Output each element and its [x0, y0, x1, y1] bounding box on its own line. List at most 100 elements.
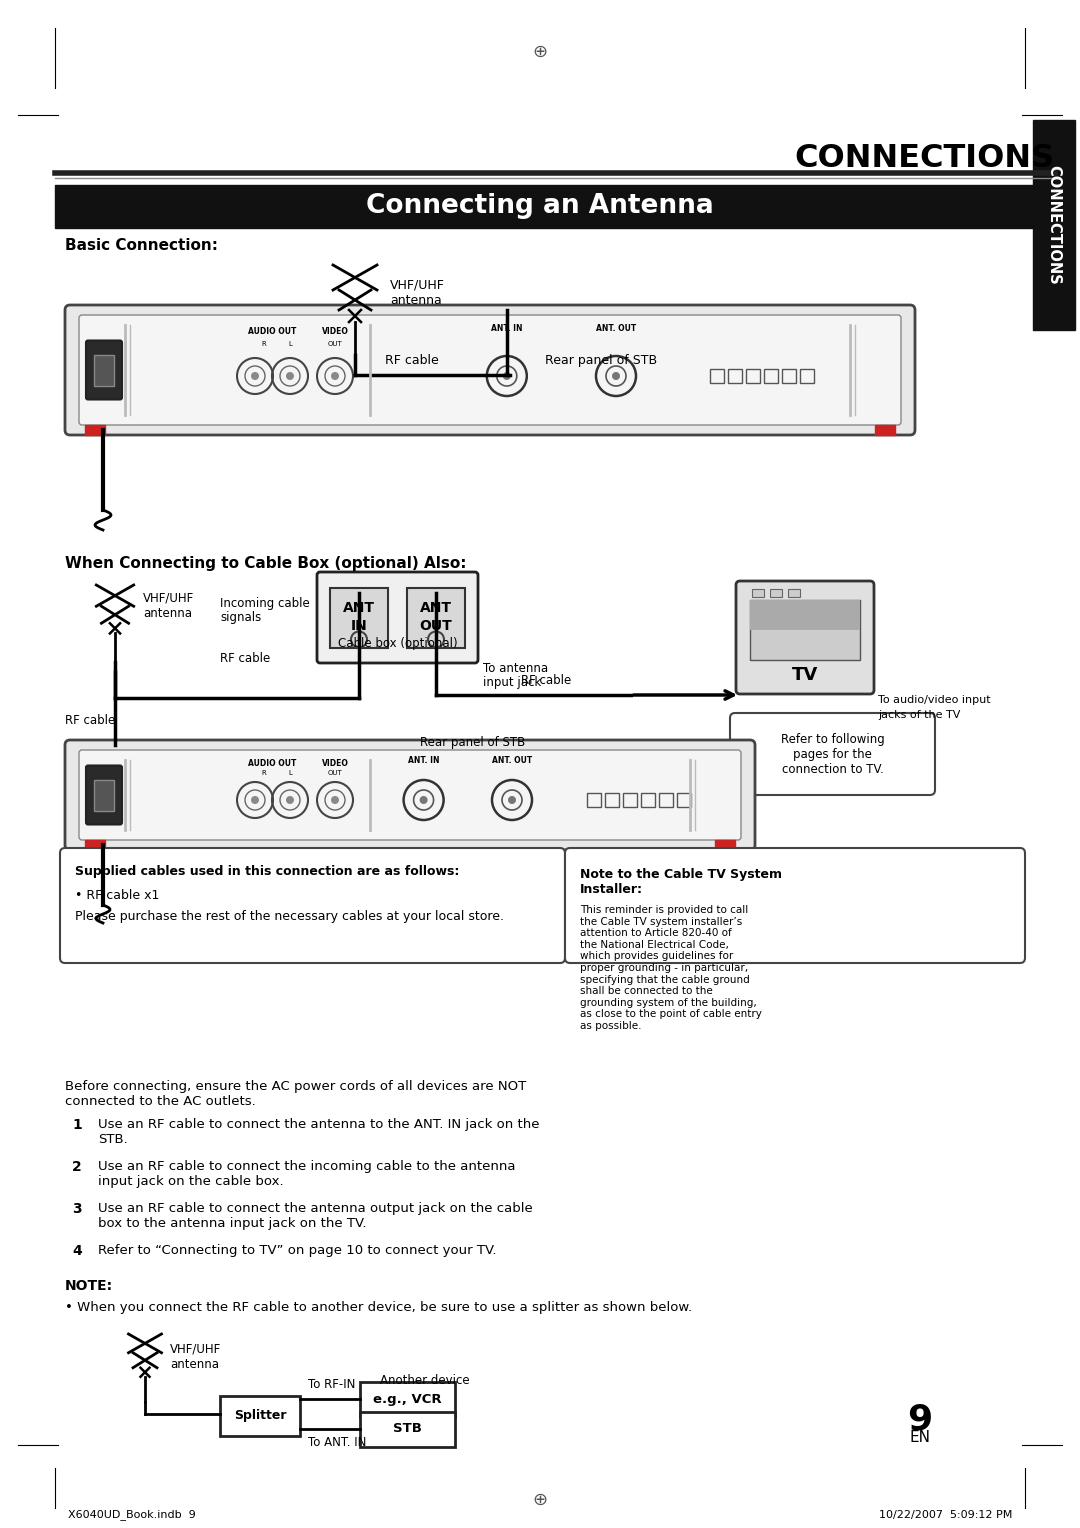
- Text: antenna: antenna: [170, 1357, 219, 1371]
- Text: e.g., VCR: e.g., VCR: [374, 1392, 442, 1406]
- Text: To ANT. IN: To ANT. IN: [308, 1436, 366, 1449]
- Circle shape: [330, 796, 339, 804]
- Bar: [622, 793, 636, 807]
- Bar: [750, 601, 860, 630]
- Text: AUDIO OUT: AUDIO OUT: [247, 327, 296, 336]
- Text: Refer to “Connecting to TV” on page 10 to connect your TV.: Refer to “Connecting to TV” on page 10 t…: [98, 1244, 497, 1258]
- Text: ANT. IN: ANT. IN: [408, 755, 440, 764]
- Circle shape: [503, 371, 511, 380]
- Bar: [220, 1395, 300, 1435]
- Bar: [788, 588, 800, 597]
- Text: Basic Connection:: Basic Connection:: [65, 237, 218, 252]
- Circle shape: [330, 371, 339, 380]
- Text: L: L: [288, 341, 292, 347]
- Text: R: R: [261, 770, 267, 776]
- Circle shape: [286, 796, 294, 804]
- Text: VHF/UHF: VHF/UHF: [170, 1343, 221, 1355]
- Text: Supplied cables used in this connection are as follows:: Supplied cables used in this connection …: [75, 865, 459, 877]
- FancyBboxPatch shape: [735, 581, 874, 694]
- FancyBboxPatch shape: [65, 740, 755, 850]
- Text: signals: signals: [220, 611, 261, 623]
- Text: VIDEO: VIDEO: [322, 758, 349, 767]
- Text: Before connecting, ensure the AC power cords of all devices are NOT
connected to: Before connecting, ensure the AC power c…: [65, 1080, 526, 1108]
- Bar: [659, 793, 673, 807]
- Circle shape: [251, 796, 259, 804]
- Text: CONNECTIONS: CONNECTIONS: [1047, 165, 1062, 284]
- Text: To RF-IN: To RF-IN: [308, 1378, 355, 1390]
- Text: Rear panel of STB: Rear panel of STB: [545, 353, 657, 367]
- Text: 1: 1: [72, 1118, 82, 1132]
- Text: 2: 2: [72, 1160, 82, 1174]
- Text: • RF cable x1: • RF cable x1: [75, 888, 160, 902]
- Text: Another device: Another device: [380, 1374, 470, 1387]
- Bar: [800, 368, 814, 384]
- Bar: [764, 368, 778, 384]
- Text: Use an RF cable to connect the antenna to the ANT. IN jack on the
STB.: Use an RF cable to connect the antenna t…: [98, 1118, 540, 1146]
- Text: L: L: [288, 770, 292, 776]
- Text: ⊕: ⊕: [532, 43, 548, 61]
- Bar: [55, 185, 1050, 228]
- Text: To audio/video input: To audio/video input: [878, 695, 990, 704]
- Bar: [782, 368, 796, 384]
- Bar: [752, 588, 764, 597]
- Text: ANT: ANT: [420, 601, 453, 614]
- Bar: [586, 793, 600, 807]
- Bar: [728, 368, 742, 384]
- Text: Incoming cable: Incoming cable: [220, 596, 310, 610]
- Text: IN: IN: [351, 619, 367, 633]
- Text: OUT: OUT: [420, 619, 453, 633]
- Text: ⊕: ⊕: [532, 1491, 548, 1510]
- Text: antenna: antenna: [143, 607, 192, 619]
- Text: EN: EN: [909, 1430, 931, 1445]
- Text: R: R: [261, 341, 267, 347]
- Text: VHF/UHF: VHF/UHF: [390, 278, 445, 292]
- Text: Cable box (optional): Cable box (optional): [338, 637, 457, 649]
- Text: ANT. OUT: ANT. OUT: [491, 755, 532, 764]
- Bar: [605, 793, 619, 807]
- Text: VIDEO: VIDEO: [322, 327, 349, 336]
- Bar: [875, 425, 895, 435]
- FancyBboxPatch shape: [60, 848, 565, 963]
- Bar: [85, 425, 105, 435]
- FancyBboxPatch shape: [65, 306, 915, 435]
- Bar: [407, 587, 465, 648]
- Text: 9: 9: [907, 1403, 933, 1436]
- Text: AUDIO OUT: AUDIO OUT: [247, 758, 296, 767]
- Text: RF cable: RF cable: [220, 651, 270, 665]
- Text: RF cable: RF cable: [521, 674, 571, 686]
- FancyBboxPatch shape: [730, 714, 935, 795]
- Text: 4: 4: [72, 1244, 82, 1258]
- Text: 3: 3: [72, 1203, 82, 1216]
- Text: antenna: antenna: [390, 293, 442, 307]
- Text: Connecting an Antenna: Connecting an Antenna: [366, 193, 714, 219]
- Text: When Connecting to Cable Box (optional) Also:: When Connecting to Cable Box (optional) …: [65, 556, 467, 570]
- Bar: [746, 368, 760, 384]
- Text: Use an RF cable to connect the antenna output jack on the cable
box to the anten: Use an RF cable to connect the antenna o…: [98, 1203, 532, 1230]
- Bar: [94, 354, 114, 385]
- FancyBboxPatch shape: [86, 341, 122, 399]
- Text: OUT: OUT: [327, 770, 342, 776]
- Bar: [676, 793, 690, 807]
- Bar: [770, 588, 782, 597]
- Circle shape: [612, 371, 620, 380]
- Bar: [640, 793, 654, 807]
- Text: RF cable: RF cable: [384, 353, 438, 367]
- FancyBboxPatch shape: [565, 848, 1025, 963]
- Text: NOTE:: NOTE:: [65, 1279, 113, 1293]
- Circle shape: [286, 371, 294, 380]
- FancyBboxPatch shape: [318, 571, 478, 663]
- Bar: [330, 587, 388, 648]
- Text: 10/22/2007  5:09:12 PM: 10/22/2007 5:09:12 PM: [879, 1510, 1012, 1520]
- FancyBboxPatch shape: [86, 766, 122, 825]
- Bar: [360, 1412, 455, 1447]
- Bar: [1032, 121, 1075, 330]
- Text: ANT. OUT: ANT. OUT: [596, 324, 636, 333]
- Bar: [715, 840, 735, 850]
- FancyBboxPatch shape: [79, 315, 901, 425]
- Circle shape: [420, 796, 428, 804]
- Text: This reminder is provided to call
the Cable TV system installer’s
attention to A: This reminder is provided to call the Ca…: [580, 905, 761, 1031]
- Text: ANT: ANT: [343, 601, 375, 614]
- Text: Use an RF cable to connect the incoming cable to the antenna
input jack on the c: Use an RF cable to connect the incoming …: [98, 1160, 515, 1187]
- Text: input jack: input jack: [483, 675, 541, 689]
- Text: Note to the Cable TV System
Installer:: Note to the Cable TV System Installer:: [580, 868, 782, 895]
